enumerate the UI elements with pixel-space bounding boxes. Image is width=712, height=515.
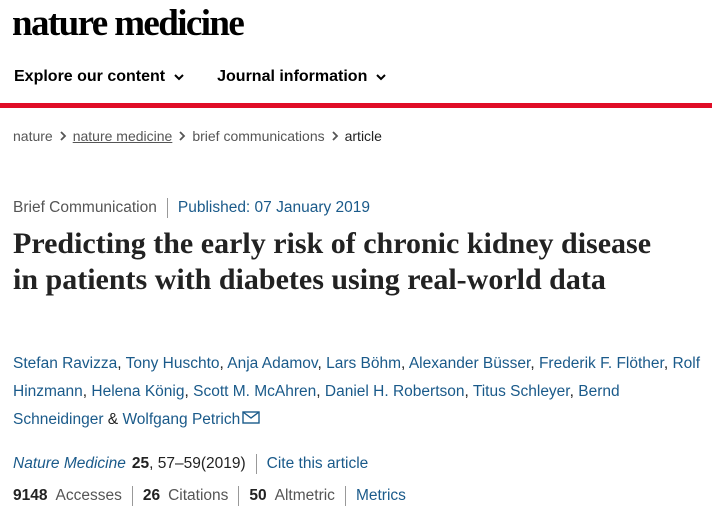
article-type: Brief Communication <box>13 199 157 216</box>
author-name[interactable]: Daniel H. Robertson <box>324 383 465 400</box>
meta-divider <box>166 198 168 218</box>
accesses-label: Accesses <box>55 487 122 504</box>
breadcrumb-nature[interactable]: nature <box>13 128 53 144</box>
cite-this-article-link[interactable]: Cite this article <box>266 455 369 472</box>
metrics-divider <box>344 486 346 506</box>
author-name[interactable]: Titus Schleyer <box>472 383 570 400</box>
metrics-divider <box>131 486 133 506</box>
nav-explore-label: Explore our content <box>14 68 166 85</box>
chevron-down-icon <box>174 74 184 81</box>
article-meta: Brief Communication Published: 07 Januar… <box>13 198 370 218</box>
author-name[interactable]: Scott M. McAhren <box>193 383 317 400</box>
breadcrumb-article: article <box>344 128 382 144</box>
brand-logo[interactable]: nature medicine <box>12 3 245 44</box>
altmetric-label: Altmetric <box>274 487 335 504</box>
journal-pages: , 57–59(2019) <box>149 455 246 472</box>
journal-name: Nature Medicine <box>13 455 126 472</box>
published-date: Published: 07 January 2019 <box>177 199 371 216</box>
author-name[interactable]: Stefan Ravizza <box>13 355 118 372</box>
metrics-divider <box>238 486 240 506</box>
chevron-right-icon <box>331 131 338 141</box>
article-title: Predicting the early risk of chronic kid… <box>13 227 652 296</box>
metrics-link[interactable]: Metrics <box>355 487 406 504</box>
altmetric-score: 50 <box>249 487 267 504</box>
author-name[interactable]: Rolf Hinzmann <box>13 355 701 400</box>
author-name[interactable]: Wolfgang Petrich <box>122 411 241 428</box>
nav-journal-label: Journal information <box>217 68 368 85</box>
main-nav: Explore our content Journal information <box>14 68 387 86</box>
journal-volume: 25 <box>131 455 150 472</box>
breadcrumb: nature nature medicine brief communicati… <box>13 128 382 144</box>
nav-explore-content[interactable]: Explore our content <box>14 68 185 86</box>
author-name[interactable]: Alexander Büsser <box>408 355 531 372</box>
accesses-count: 9148 <box>13 487 48 504</box>
header-divider <box>0 103 712 108</box>
author-name[interactable]: Tony Huschto <box>125 355 220 372</box>
nav-journal-information[interactable]: Journal information <box>217 68 387 86</box>
breadcrumb-brief-communications[interactable]: brief communications <box>192 128 325 144</box>
article-metrics: 9148 Accesses 26 Citations 50 Altmetric … <box>13 486 406 506</box>
chevron-right-icon <box>60 131 66 141</box>
author-name[interactable]: Anja Adamov <box>227 355 318 372</box>
author-name[interactable]: Lars Böhm <box>326 355 402 372</box>
author-list: Stefan Ravizza, Tony Huschto, Anja Adamo… <box>13 355 701 428</box>
breadcrumb-nature-medicine[interactable]: nature medicine <box>72 128 173 144</box>
email-icon[interactable] <box>242 411 260 424</box>
citation-line: Nature Medicine 25 , 57–59(2019) Cite th… <box>13 454 368 474</box>
chevron-right-icon <box>179 131 186 141</box>
citations-count: 26 <box>142 487 161 504</box>
author-name[interactable]: Helena König <box>91 383 185 400</box>
citations-label: Citations <box>168 487 229 504</box>
cite-divider <box>255 454 257 474</box>
author-name[interactable]: Bernd Schneidinger <box>13 383 620 428</box>
chevron-down-icon <box>376 74 387 81</box>
author-name[interactable]: Frederik F. Flöther <box>538 355 664 372</box>
